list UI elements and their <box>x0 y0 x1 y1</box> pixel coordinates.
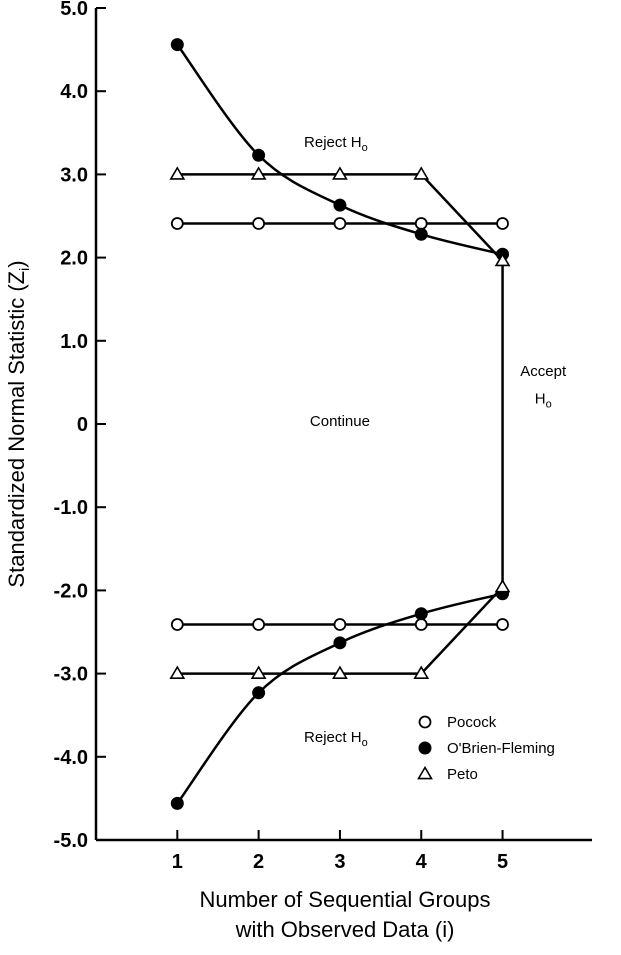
x-tick-label: 3 <box>334 851 345 873</box>
legend-label-peto: Peto <box>447 766 478 783</box>
point-peto-lower <box>250 665 267 679</box>
y-tick-label: -5.0 <box>54 830 88 852</box>
legend-item-o-brien-fleming: O'Brien-Fleming <box>418 740 555 757</box>
annotation-accept-line2: Ho <box>535 390 552 410</box>
legend-item-pocock: Pocock <box>418 714 497 731</box>
annotation-continue: Continue <box>310 413 370 430</box>
y-tick-label: 4.0 <box>60 81 88 103</box>
legend-marker-o-brien-fleming <box>418 741 432 755</box>
point-pocock-lower <box>414 618 428 631</box>
legend: Pocock O'Brien-Fleming Peto <box>417 714 555 783</box>
legend-label-pocock: Pocock <box>447 714 497 731</box>
axes: 5.0 4.0 3.0 2.0 1.0 0 -1.0 -2.0 -3.0 -4.0 -5.0 1 2 3 4… <box>54 0 592 873</box>
x-tick-label: 2 <box>253 851 264 873</box>
y-tick-label: 2.0 <box>60 248 88 270</box>
point-o-brien-fleming-upper <box>414 227 428 241</box>
point-o-brien-fleming-lower <box>414 607 428 621</box>
point-o-brien-fleming-lower <box>252 686 266 700</box>
x-axis-title-line: Number of Sequential Groups <box>199 887 490 912</box>
annotations: Reject Ho Continue Accept Ho Reject Ho <box>304 134 567 749</box>
x-axis-title-line: with Observed Data (i) <box>235 917 455 942</box>
point-peto-upper <box>413 166 430 180</box>
y-tick-label: -1.0 <box>54 497 88 519</box>
series-pocock <box>170 217 509 631</box>
point-o-brien-fleming-lower <box>170 796 184 810</box>
annotation-accept-line1: Accept <box>520 363 567 380</box>
x-tick-label: 1 <box>172 851 183 873</box>
point-peto-lower <box>413 665 430 679</box>
y-tick-label: 3.0 <box>60 164 88 186</box>
point-o-brien-fleming-upper <box>170 38 184 52</box>
point-pocock-lower <box>333 618 347 631</box>
y-tick-label: 0 <box>77 414 88 436</box>
point-o-brien-fleming-upper <box>252 148 266 162</box>
legend-label-o-brien-fleming: O'Brien-Fleming <box>447 740 555 757</box>
point-pocock-upper <box>496 217 509 230</box>
legend-marker-pocock <box>418 715 432 729</box>
axis-titles: Number of Sequential Groups with Observed… <box>4 260 491 942</box>
series-layer <box>169 38 511 810</box>
point-peto-lower <box>169 665 186 679</box>
point-pocock-upper <box>333 217 347 230</box>
point-peto-upper <box>332 166 348 180</box>
point-o-brien-fleming-upper <box>333 198 347 212</box>
x-tick-label: 4 <box>416 851 428 873</box>
annotation-reject-lower: Reject Ho <box>304 729 368 749</box>
annotation-reject-upper: Reject Ho <box>304 134 368 154</box>
y-tick-label: 5.0 <box>60 0 88 20</box>
y-tick-label: 1.0 <box>60 331 88 353</box>
point-peto-upper <box>250 166 267 180</box>
point-pocock-lower <box>170 618 184 631</box>
y-tick-label: -4.0 <box>54 747 88 769</box>
point-peto-upper <box>494 252 511 267</box>
y-axis-title: Standardized Normal Statistic (Zi) <box>4 260 32 587</box>
point-peto-upper <box>169 166 186 180</box>
series-peto <box>169 166 511 679</box>
point-peto-lower <box>332 665 348 679</box>
point-o-brien-fleming-lower <box>333 636 347 650</box>
y-tick-label: -2.0 <box>54 580 88 602</box>
point-pocock-lower <box>252 618 266 631</box>
point-pocock-lower <box>496 618 509 631</box>
legend-marker-peto <box>417 765 433 780</box>
point-peto-lower <box>494 578 511 593</box>
point-pocock-upper <box>414 217 428 230</box>
legend-item-peto: Peto <box>417 765 478 783</box>
x-tick-label: 5 <box>497 851 508 873</box>
y-tick-label: -3.0 <box>54 664 88 686</box>
point-pocock-upper <box>170 217 184 230</box>
point-pocock-upper <box>252 217 266 230</box>
